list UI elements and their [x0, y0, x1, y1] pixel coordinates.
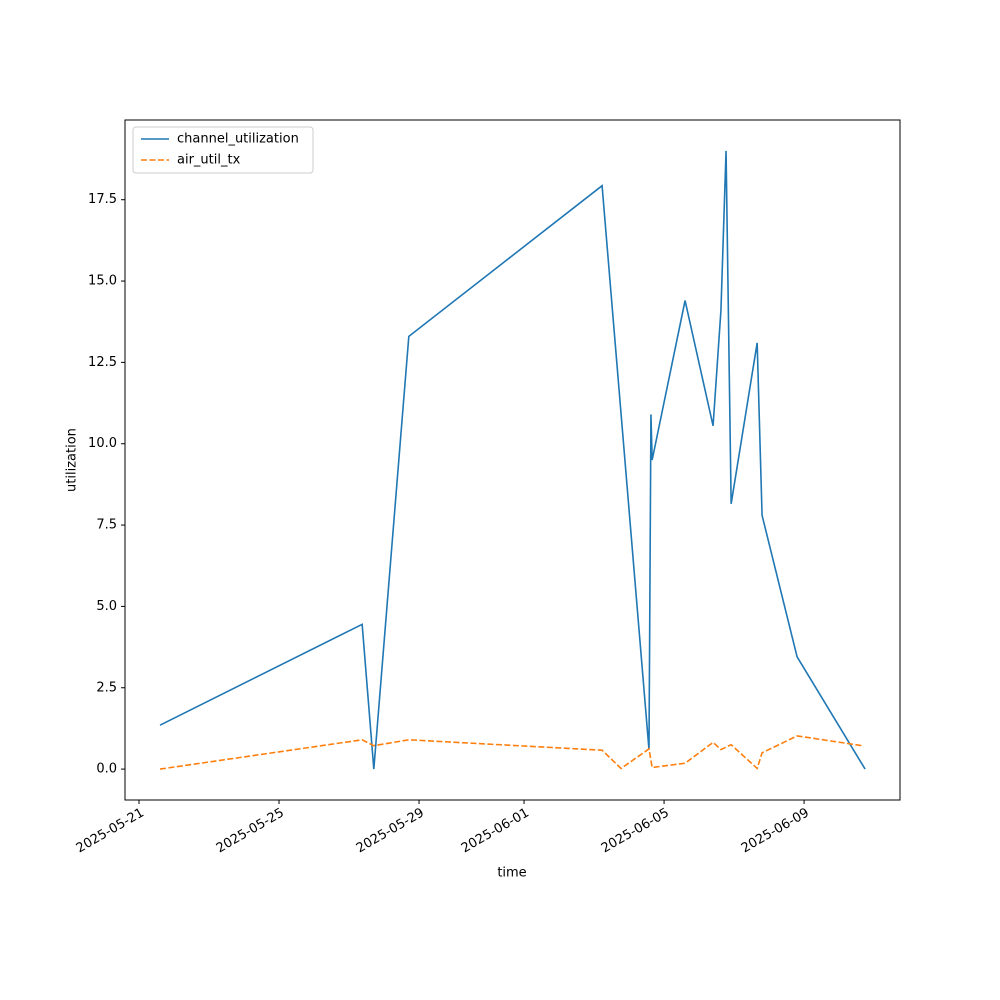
y-tick-label: 2.5: [96, 680, 117, 695]
series-line: [159, 150, 866, 770]
x-tick-label: 2025-06-01: [459, 806, 532, 857]
x-axis-label: time: [497, 866, 526, 881]
y-tick-label: 7.5: [96, 518, 117, 533]
y-tick-label: 17.5: [88, 192, 117, 207]
y-tick-label: 12.5: [88, 355, 117, 370]
legend-box: [132, 126, 314, 174]
x-tick-label: 2025-06-09: [739, 806, 812, 857]
plot-frame: [124, 119, 901, 801]
x-tick-label: 2025-05-21: [74, 806, 147, 857]
y-tick-label: 15.0: [88, 274, 117, 289]
y-tick-label: 5.0: [96, 599, 117, 614]
y-tick-label: 0.0: [96, 762, 117, 777]
legend: channel_utilization air_util_tx: [132, 126, 314, 174]
x-tick-label: 2025-06-05: [599, 806, 672, 857]
legend-label: channel_utilization: [177, 132, 299, 147]
legend-label: air_util_tx: [177, 153, 241, 168]
x-tick-label: 2025-05-29: [354, 806, 427, 857]
y-axis-label: utilization: [65, 428, 80, 492]
series-line: [159, 735, 863, 770]
y-tick-label: 10.0: [88, 436, 117, 451]
x-tick-label: 2025-05-25: [214, 806, 287, 857]
